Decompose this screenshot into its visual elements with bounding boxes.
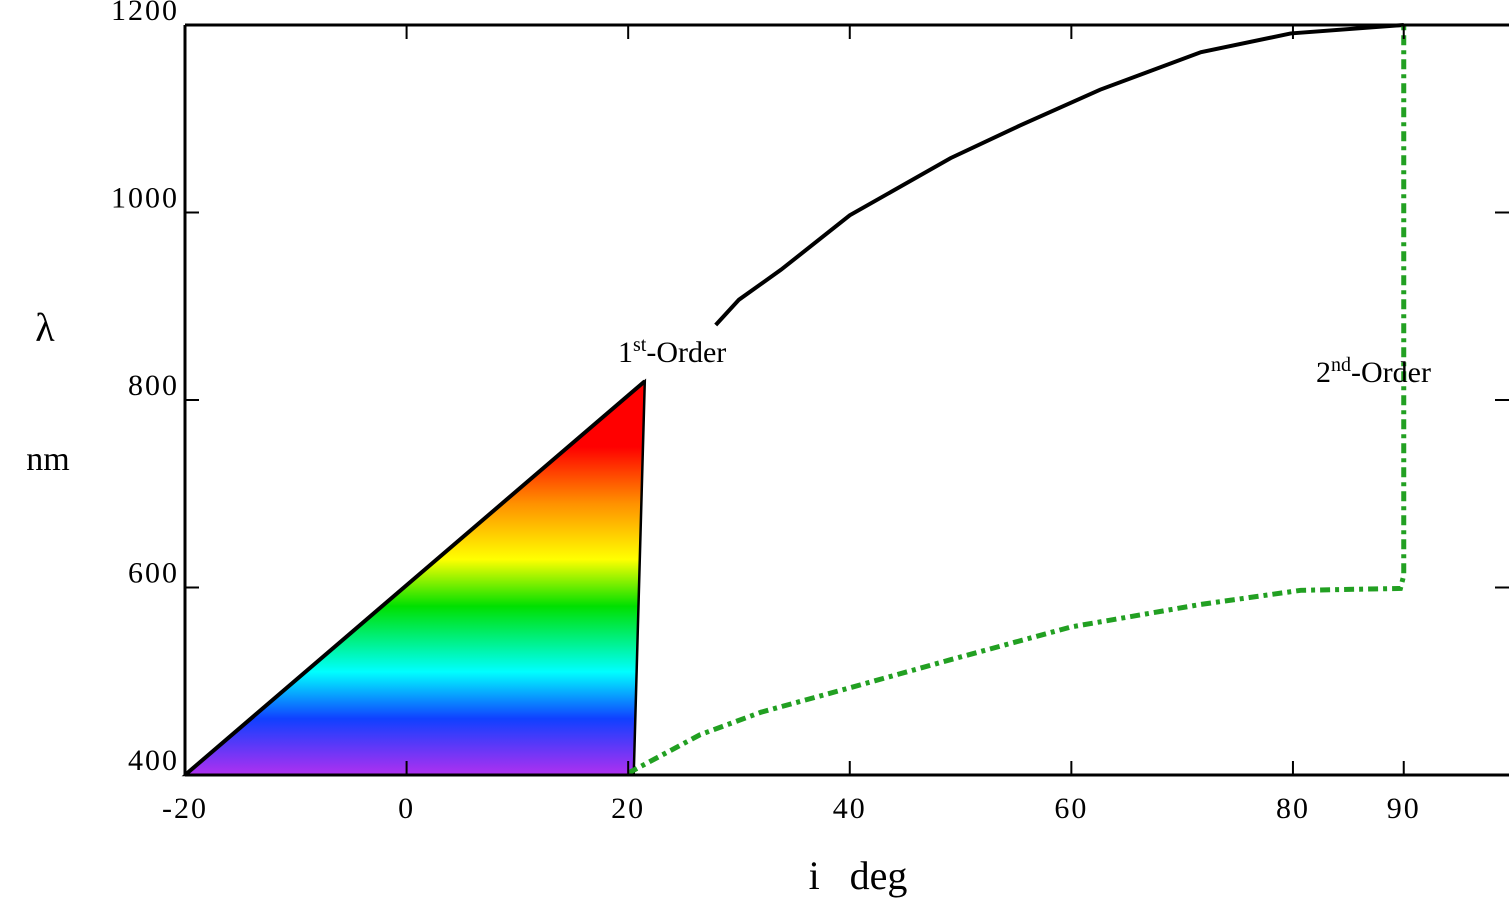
x-tick-label: 80: [1276, 792, 1310, 825]
x-tick-label: 40: [833, 792, 867, 825]
y-tick-label: 400: [128, 744, 179, 777]
x-axis-label: i deg: [809, 853, 908, 898]
series-label: 1st-Order: [618, 334, 726, 369]
series-label-part: -Order: [1351, 356, 1431, 389]
y-tick-label: 1000: [111, 181, 179, 214]
series-label-part: st: [633, 334, 647, 356]
series-label-part: 1: [618, 336, 633, 369]
x-tick-label: 90: [1387, 792, 1421, 825]
y-tick-label: 800: [128, 369, 179, 402]
series-label: 2nd-Order: [1316, 354, 1431, 389]
y-axis-label: λ: [35, 305, 55, 350]
x-tick-label: -20: [162, 792, 208, 825]
y-axis-unit: nm: [26, 441, 69, 478]
series-line: [627, 25, 1407, 776]
series-label-part: nd: [1331, 354, 1351, 376]
x-tick-label: 60: [1054, 792, 1088, 825]
y-tick-label: 600: [128, 556, 179, 589]
y-tick-label: 1200: [111, 0, 179, 27]
x-tick-label: 0: [398, 792, 415, 825]
series-line: [183, 23, 1404, 777]
x-tick-label: 20: [611, 792, 645, 825]
series-label-part: 2: [1316, 356, 1331, 389]
series-label-part: -Order: [646, 336, 726, 369]
